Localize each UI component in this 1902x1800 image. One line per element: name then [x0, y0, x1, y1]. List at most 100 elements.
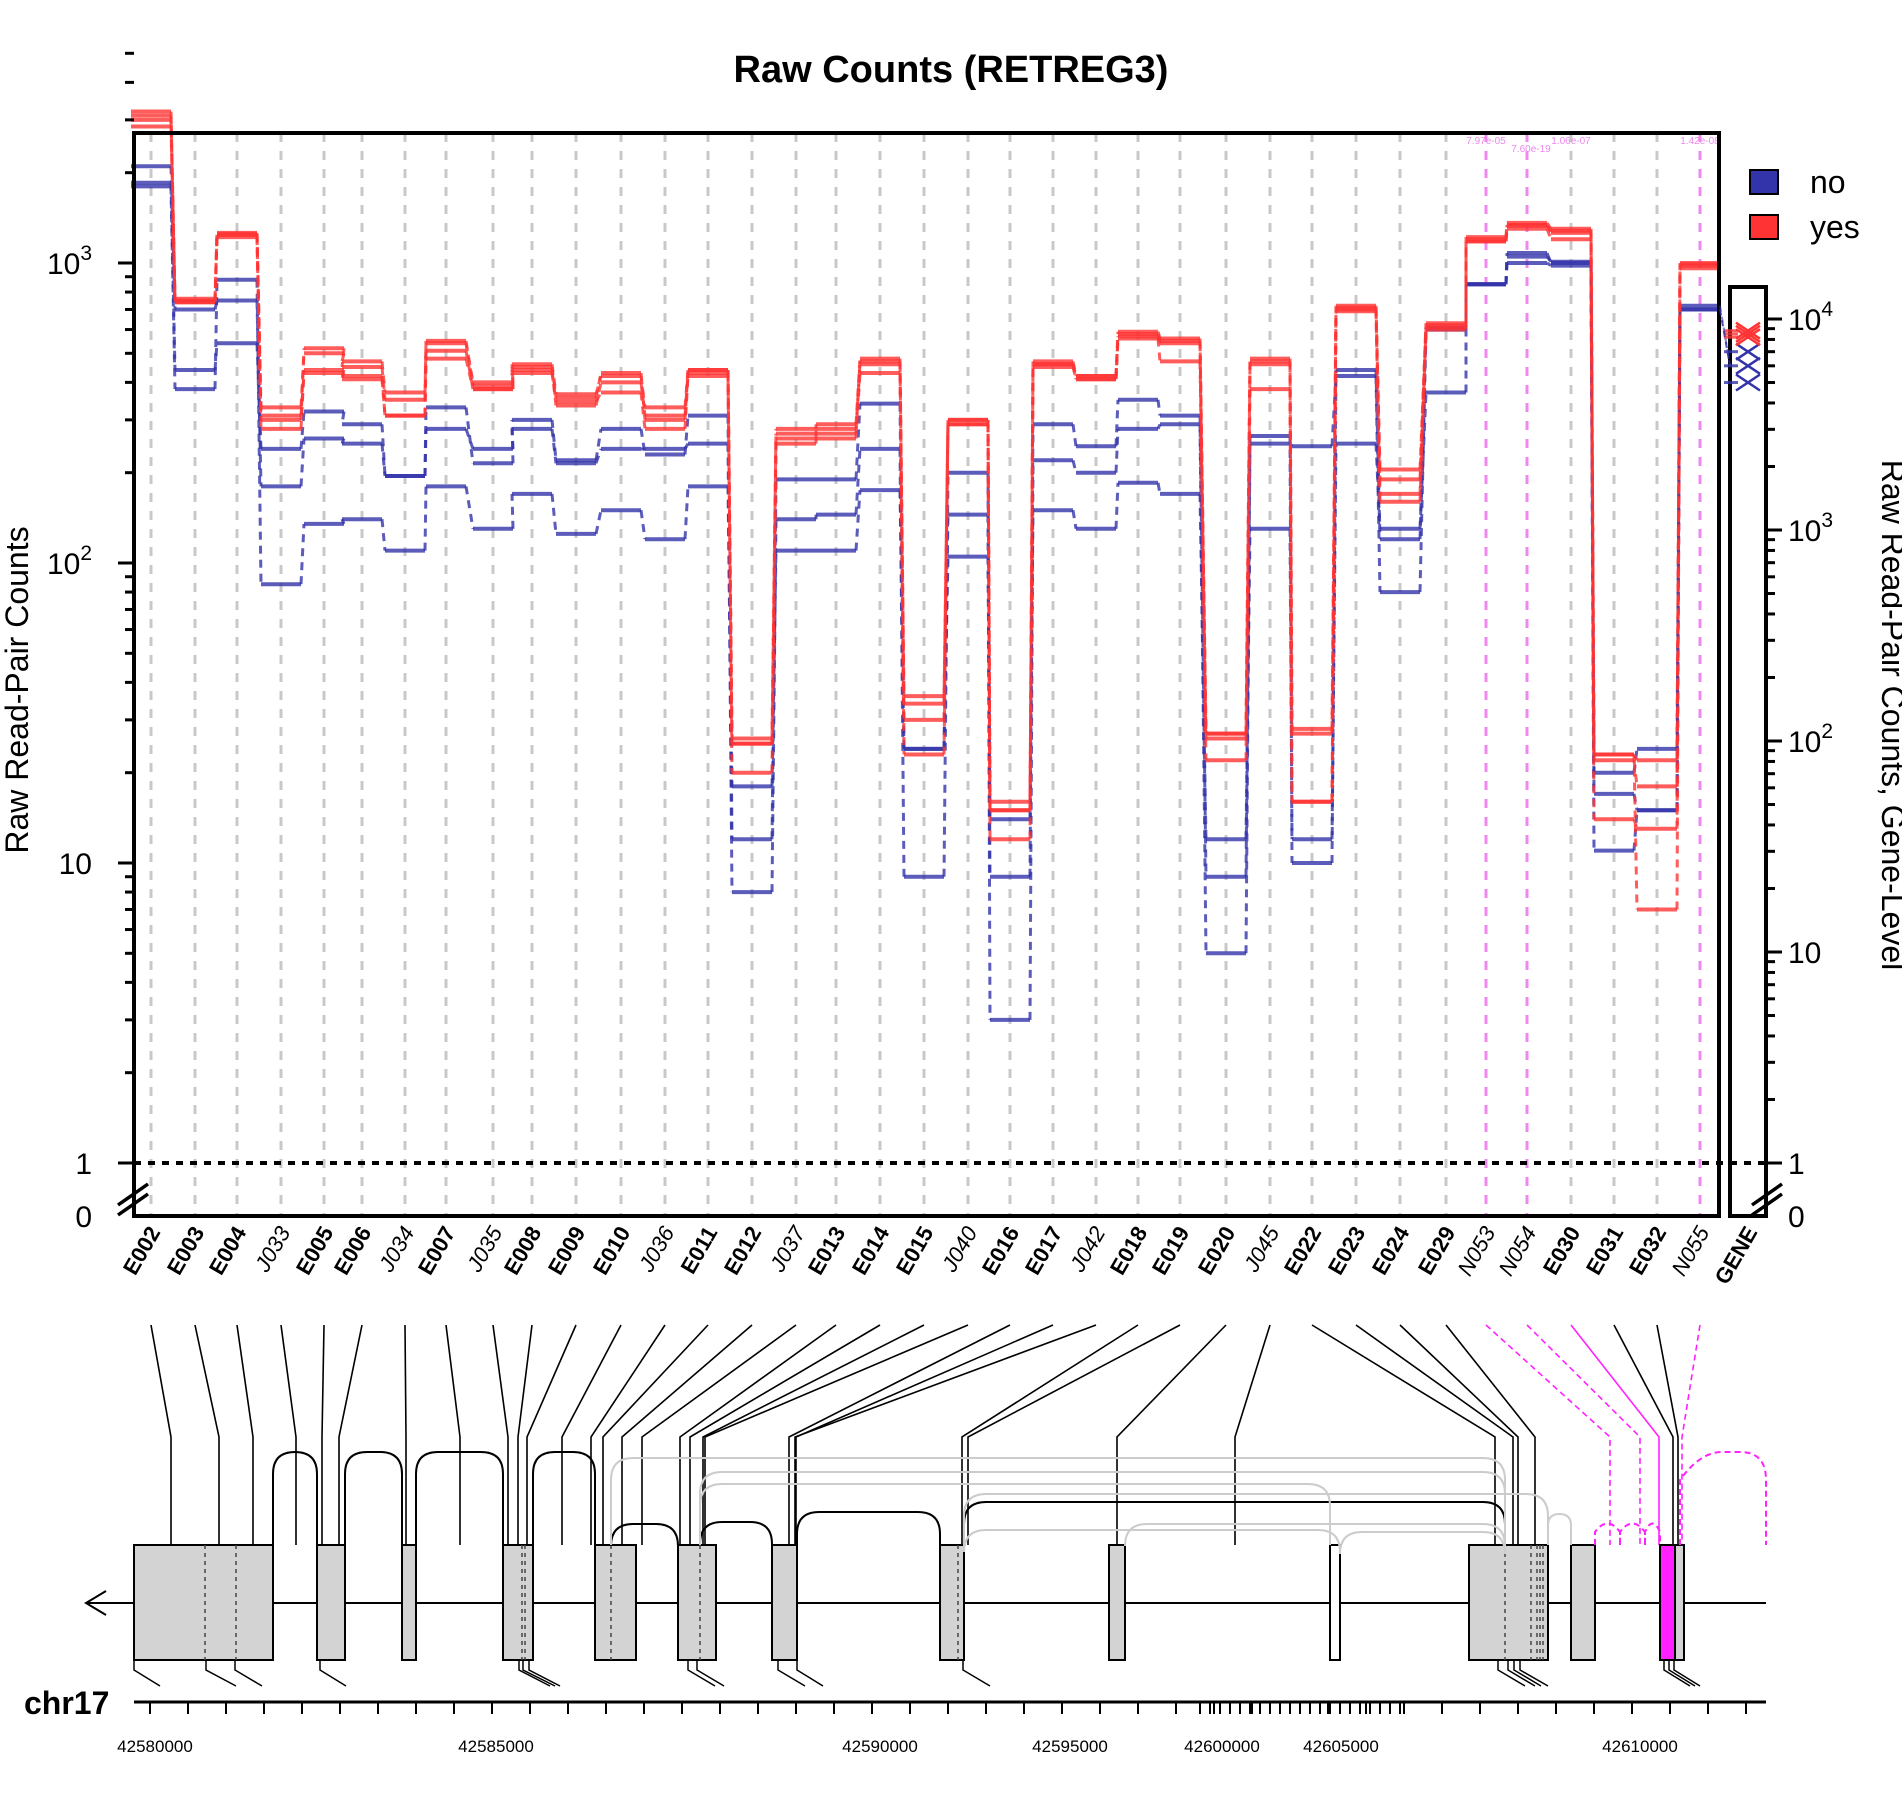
feature-label: E013 — [803, 1222, 850, 1279]
y-tick-label: 0 — [75, 1201, 92, 1234]
feature-label: E030 — [1538, 1222, 1585, 1279]
feature-label: E017 — [1020, 1222, 1067, 1279]
novel-pvalue: 1.06e-07 — [1551, 136, 1591, 147]
gene-marker — [1735, 321, 1761, 340]
feature-connector — [280, 1324, 297, 1545]
novel-pvalue: 1.42e-08 — [1680, 136, 1720, 147]
feature-connector — [194, 1324, 220, 1545]
y2-tick-base: 10 — [1788, 304, 1821, 337]
feature-connector — [590, 1324, 666, 1545]
gene-column-label: GENE — [1709, 1222, 1762, 1289]
feature-label: E019 — [1147, 1222, 1194, 1279]
series-segments — [131, 164, 1720, 1022]
gene-marker — [1735, 342, 1761, 361]
feature-connector — [621, 1324, 753, 1545]
y-tick-base: 10 — [47, 248, 80, 281]
feature-connector — [445, 1324, 461, 1545]
feature-label: E007 — [413, 1222, 460, 1279]
novel-junction-arc — [1619, 1522, 1646, 1545]
exon-block — [1468, 1544, 1549, 1661]
plot-frame — [132, 131, 1768, 1218]
feature-label: E006 — [329, 1222, 376, 1279]
feature-connectors — [150, 1324, 1701, 1545]
y2-tick-label: 103 — [1788, 509, 1833, 548]
feature-connector — [404, 1324, 407, 1545]
series-segments — [131, 124, 1720, 842]
exon-block — [502, 1544, 534, 1661]
novel-pvalue: 7.97e-05 — [1466, 136, 1506, 147]
exon-block — [1570, 1544, 1596, 1661]
junction-arc — [963, 1493, 1549, 1545]
genome-mapping-line — [319, 1660, 347, 1687]
legend: no yes — [1749, 164, 1860, 245]
y-axis-label: Raw Read-Pair Counts — [0, 526, 35, 853]
exon-block — [939, 1544, 965, 1661]
y2-tick-exp: 2 — [1821, 720, 1833, 743]
junction-arc — [699, 1521, 773, 1545]
y2-tick-base: 10 — [1788, 726, 1821, 759]
feature-label: E012 — [719, 1222, 766, 1279]
feature-connector — [641, 1324, 797, 1545]
feature-label: E024 — [1367, 1221, 1415, 1279]
gene-panel-border — [1728, 285, 1768, 1218]
feature-label: E032 — [1624, 1222, 1671, 1279]
legend-swatch-yes — [1749, 214, 1779, 240]
gene-link — [1719, 309, 1731, 366]
genome-coord-label: 42600000 — [1184, 1737, 1260, 1756]
genome-coord-label: 42585000 — [458, 1737, 534, 1756]
genome-mapping-line — [796, 1660, 824, 1687]
feature-label: E023 — [1323, 1222, 1370, 1279]
axis-break-mark — [116, 1192, 150, 1217]
feature-connector — [1399, 1324, 1519, 1545]
exon-block — [1329, 1544, 1341, 1661]
genome-coord-label: 42580000 — [117, 1737, 193, 1756]
feature-connector — [150, 1324, 172, 1545]
series-yes — [131, 113, 1720, 912]
y-axis-label-right: Raw Read-Pair Counts, Gene-Level — [1875, 460, 1902, 970]
junction-arc — [1124, 1523, 1506, 1547]
genome-coord-label: 42595000 — [1032, 1737, 1108, 1756]
gene-marker — [1735, 356, 1761, 375]
feature-connector — [1485, 1324, 1611, 1545]
feature-connector — [1613, 1324, 1674, 1545]
feature-label: E016 — [977, 1222, 1024, 1279]
series-segments — [131, 180, 1720, 879]
feature-grid: 7.97e-05 7.60e-191.06e-07 1.42e-08 — [149, 133, 1720, 1216]
y2-tick-base: 1 — [1788, 1148, 1805, 1181]
series-no — [131, 184, 1720, 853]
junction-arc — [272, 1450, 318, 1545]
junction-arc — [610, 1523, 679, 1547]
junction-arc — [532, 1451, 596, 1545]
feature-label: E008 — [499, 1222, 546, 1279]
feature-connector — [492, 1324, 509, 1545]
feature-connector — [1656, 1324, 1679, 1545]
feature-connector — [1311, 1324, 1496, 1545]
feature-label: E004 — [204, 1221, 252, 1279]
genome-mapping-line — [1513, 1660, 1542, 1687]
junction-arc — [796, 1511, 941, 1545]
junction-arc — [415, 1451, 504, 1545]
y2-tick-label: 102 — [1788, 720, 1833, 759]
y-tick-base: 10 — [59, 848, 92, 881]
junction-arc — [344, 1451, 403, 1545]
feature-label: N054 — [1493, 1222, 1541, 1280]
feature-label: E018 — [1105, 1222, 1152, 1279]
feature-connector — [1234, 1324, 1271, 1545]
feature-connector — [1570, 1324, 1660, 1545]
exon-block — [1108, 1544, 1126, 1661]
feature-connector — [679, 1324, 837, 1545]
feature-label: E010 — [588, 1222, 635, 1279]
gene-marker — [1735, 373, 1761, 392]
feature-connector — [689, 1324, 881, 1545]
axis-break-mark — [1750, 1192, 1784, 1217]
genome-mapping-line — [518, 1660, 551, 1687]
genome-mapping-line — [1519, 1660, 1549, 1687]
feature-connector — [1355, 1324, 1514, 1545]
junction-arc — [699, 1483, 1331, 1545]
exon-block — [771, 1544, 798, 1661]
y-tick-label: 10 — [59, 848, 92, 881]
feature-connector — [702, 1324, 925, 1545]
chromosome-label: chr17 — [24, 1685, 109, 1721]
